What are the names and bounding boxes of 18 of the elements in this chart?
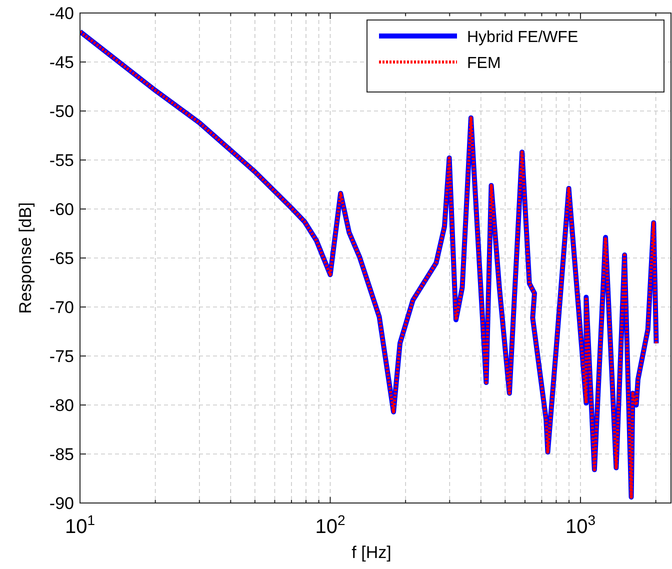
y-tick-label: -70 bbox=[49, 298, 74, 317]
y-tick-label: -45 bbox=[49, 53, 74, 72]
x-tick-label: 10$^{1}$ bbox=[64, 512, 96, 538]
legend-label: FEM bbox=[467, 55, 501, 72]
x-tick-label: 10$^{3}$ bbox=[565, 512, 596, 538]
y-tick-label: -80 bbox=[49, 396, 74, 415]
x-axis-title: f [Hz] bbox=[352, 543, 392, 562]
y-tick-label: -55 bbox=[49, 151, 74, 170]
y-tick-label: -90 bbox=[49, 494, 74, 513]
y-tick-label: -65 bbox=[49, 249, 74, 268]
y-tick-label: -50 bbox=[49, 102, 74, 121]
y-tick-label: -85 bbox=[49, 445, 74, 464]
y-tick-label: -60 bbox=[49, 200, 74, 219]
x-tick-label: 10$^{2}$ bbox=[315, 512, 346, 538]
y-tick-label: -40 bbox=[49, 4, 74, 23]
y-tick-label: -75 bbox=[49, 347, 74, 366]
legend-label: Hybrid FE/WFE bbox=[467, 29, 578, 46]
y-axis-title: Response [dB] bbox=[16, 202, 35, 314]
